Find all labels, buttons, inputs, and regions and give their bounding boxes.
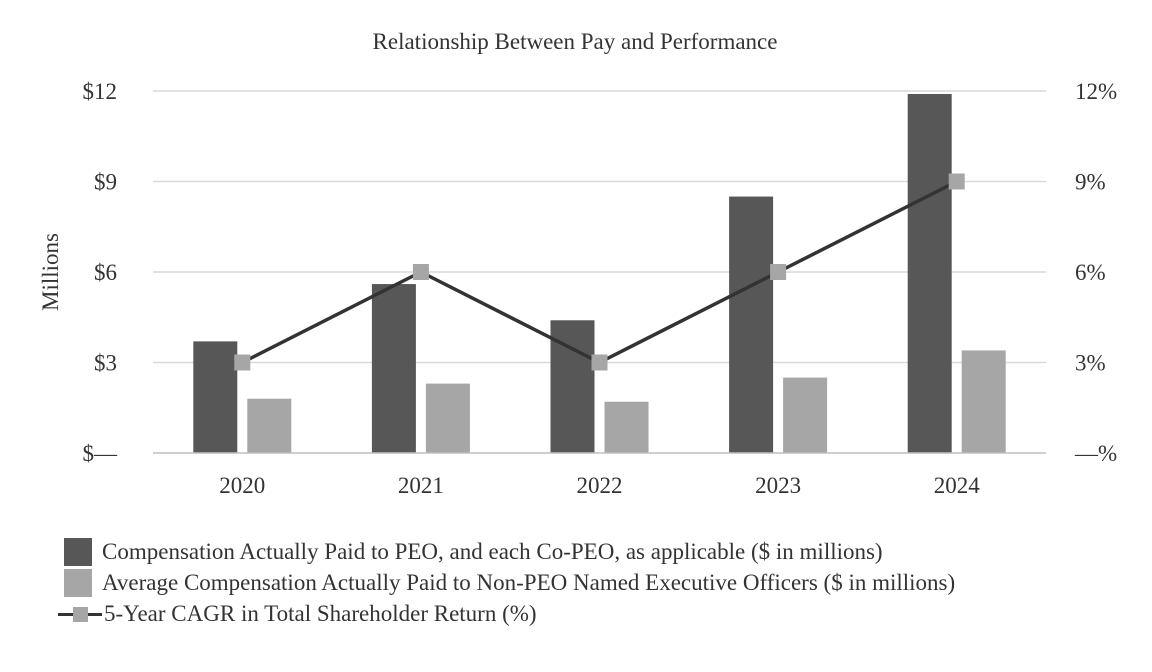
legend-label-neo: Average Compensation Actually Paid to No… bbox=[102, 569, 956, 595]
right-tick-label-2: 6% bbox=[1075, 260, 1106, 285]
x-tick-label-2022: 2022 bbox=[577, 473, 623, 498]
tsr-point-2024 bbox=[948, 173, 965, 190]
left-tick-label-0: $— bbox=[83, 441, 119, 466]
x-tick-label-2020: 2020 bbox=[219, 473, 265, 498]
bar-peo-2024 bbox=[907, 94, 952, 454]
bar-neo-2020 bbox=[247, 398, 292, 453]
legend-item-neo: Average Compensation Actually Paid to No… bbox=[58, 567, 1138, 598]
line-layer bbox=[234, 173, 965, 371]
chart-title: Relationship Between Pay and Performance bbox=[373, 29, 778, 54]
right-tick-label-3: 9% bbox=[1075, 170, 1106, 195]
left-tick-label-3: $9 bbox=[94, 170, 117, 195]
chart-svg: Relationship Between Pay and Performance… bbox=[38, 29, 1118, 498]
tsr-point-2023 bbox=[770, 264, 787, 280]
tsr-point-2022 bbox=[591, 354, 608, 371]
x-tick-label-2023: 2023 bbox=[755, 473, 801, 498]
legend-item-peo: Compensation Actually Paid to PEO, and e… bbox=[58, 536, 1138, 567]
y-axis-label: Millions bbox=[38, 233, 63, 311]
right-tick-label-4: 12% bbox=[1075, 79, 1117, 104]
left-tick-label-4: $12 bbox=[83, 79, 118, 104]
legend-swatch-peo bbox=[64, 537, 92, 566]
left-tick-label-1: $3 bbox=[94, 351, 117, 376]
legend-label-peo: Compensation Actually Paid to PEO, and e… bbox=[102, 538, 883, 564]
bar-peo-2023 bbox=[729, 196, 774, 454]
legend-item-tsr: 5-Year CAGR in Total Shareholder Return … bbox=[58, 598, 1138, 629]
bar-neo-2021 bbox=[425, 383, 470, 453]
axis-layer: $— $3 $6 $9 $12 —% 3% 6% 9% 12% 2020 2021 2022 2023 20… bbox=[83, 79, 1118, 498]
legend-label-tsr: 5-Year CAGR in Total Shareholder Return … bbox=[104, 600, 537, 626]
x-tick-label-2021: 2021 bbox=[398, 473, 444, 498]
bar-neo-2024 bbox=[961, 350, 1006, 453]
legend-line-marker bbox=[73, 606, 88, 622]
bar-peo-2021 bbox=[371, 284, 416, 453]
legend-line-tsr bbox=[58, 600, 102, 628]
right-tick-label-1: 3% bbox=[1075, 351, 1106, 376]
bar-neo-2023 bbox=[783, 377, 828, 453]
bar-layer bbox=[193, 94, 1006, 454]
tsr-point-2020 bbox=[234, 354, 251, 371]
left-tick-label-2: $6 bbox=[94, 260, 117, 285]
tsr-point-2021 bbox=[412, 264, 429, 280]
right-tick-label-0: —% bbox=[1074, 441, 1117, 466]
legend: Compensation Actually Paid to PEO, and e… bbox=[58, 536, 1138, 629]
bar-neo-2022 bbox=[604, 401, 649, 453]
bar-peo-2020 bbox=[193, 341, 238, 453]
legend-swatch-neo bbox=[64, 568, 92, 597]
x-tick-label-2024: 2024 bbox=[934, 473, 981, 498]
